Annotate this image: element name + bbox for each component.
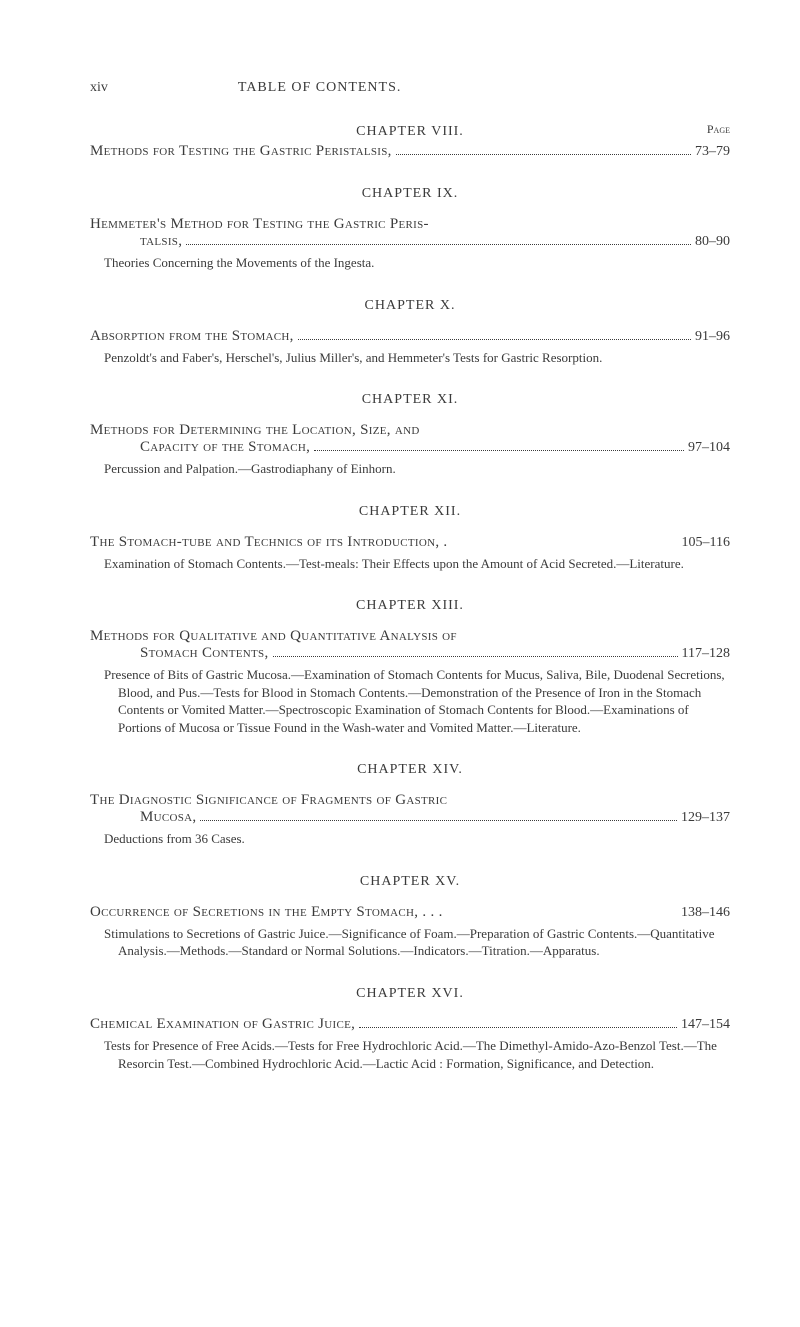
- page-range: 73–79: [695, 144, 730, 160]
- leader-dots: [396, 154, 691, 155]
- entry-main: The Stomach-tube and Technics of its Int…: [90, 534, 447, 551]
- page-header: xiv TABLE OF CONTENTS.: [90, 80, 730, 96]
- page-range: 80–90: [695, 234, 730, 250]
- page-range: 117–128: [682, 646, 730, 662]
- leader-dots: [200, 820, 677, 821]
- entry-sub: Percussion and Palpation.—Gastrodiaphany…: [90, 460, 730, 478]
- toc-entry: Chemical Examination of Gastric Juice, 1…: [90, 1016, 730, 1072]
- entry-sub: Deductions from 36 Cases.: [90, 830, 730, 848]
- chapter-title-16: CHAPTER XVI.: [90, 986, 730, 1002]
- chapter-title-14: CHAPTER XIV.: [90, 762, 730, 778]
- entry-sub: Theories Concerning the Movements of the…: [90, 254, 730, 272]
- entry-main: Methods for Testing the Gastric Peristal…: [90, 143, 392, 160]
- toc-entry: Hemmeter's Method for Testing the Gastri…: [90, 216, 730, 272]
- leader-dots: [273, 656, 678, 657]
- toc-entry: Occurrence of Secretions in the Empty St…: [90, 904, 730, 960]
- entry-main-line1: Methods for Qualitative and Quantitative…: [90, 628, 457, 645]
- toc-entry: Methods for Qualitative and Quantitative…: [90, 628, 730, 736]
- leader-dots: [298, 339, 691, 340]
- toc-entry: The Stomach-tube and Technics of its Int…: [90, 534, 730, 573]
- entry-sub: Examination of Stomach Contents.—Test-me…: [90, 555, 730, 573]
- chapter-title-11: CHAPTER XI.: [90, 392, 730, 408]
- entry-main-line1: Methods for Determining the Location, Si…: [90, 422, 420, 439]
- entry-main: Chemical Examination of Gastric Juice,: [90, 1016, 355, 1033]
- entry-main-line2: Stomach Contents,: [90, 645, 269, 662]
- entry-main-line2: Capacity of the Stomach,: [90, 439, 310, 456]
- chapter-title-15: CHAPTER XV.: [90, 874, 730, 890]
- page-range: 138–146: [681, 905, 730, 921]
- entry-sub: Tests for Presence of Free Acids.—Tests …: [90, 1037, 730, 1072]
- chapter-title-10: CHAPTER X.: [90, 298, 730, 314]
- toc-entry: Absorption from the Stomach, 91–96 Penzo…: [90, 328, 730, 367]
- toc-entry: Methods for Determining the Location, Si…: [90, 422, 730, 478]
- page-title: TABLE OF CONTENTS.: [238, 80, 402, 96]
- page-range: 91–96: [695, 329, 730, 345]
- chapter-title-9: CHAPTER IX.: [90, 186, 730, 202]
- entry-main-line2: talsis,: [90, 233, 182, 250]
- leader-dots: [359, 1027, 677, 1028]
- chapter-title-12: CHAPTER XII.: [90, 504, 730, 520]
- entry-main: Occurrence of Secretions in the Empty St…: [90, 904, 443, 921]
- page-range: 97–104: [688, 440, 730, 456]
- page-range: 147–154: [681, 1017, 730, 1033]
- toc-entry: Methods for Testing the Gastric Peristal…: [90, 143, 730, 160]
- toc-entry: The Diagnostic Significance of Fragments…: [90, 792, 730, 848]
- leader-dots: [186, 244, 691, 245]
- entry-sub: Presence of Bits of Gastric Mucosa.—Exam…: [90, 666, 730, 736]
- entry-sub: Stimulations to Secretions of Gastric Ju…: [90, 925, 730, 960]
- page-range: 105–116: [682, 535, 730, 551]
- entry-main-line1: Hemmeter's Method for Testing the Gastri…: [90, 216, 429, 233]
- entry-sub: Penzoldt's and Faber's, Herschel's, Juli…: [90, 349, 730, 367]
- chapter-title-13: CHAPTER XIII.: [90, 598, 730, 614]
- page-number: xiv: [90, 80, 108, 96]
- entry-main-line2: Mucosa,: [90, 809, 196, 826]
- entry-main: Absorption from the Stomach,: [90, 328, 294, 345]
- entry-main-line1: The Diagnostic Significance of Fragments…: [90, 792, 447, 809]
- page-range: 129–137: [681, 810, 730, 826]
- leader-dots: [314, 450, 684, 451]
